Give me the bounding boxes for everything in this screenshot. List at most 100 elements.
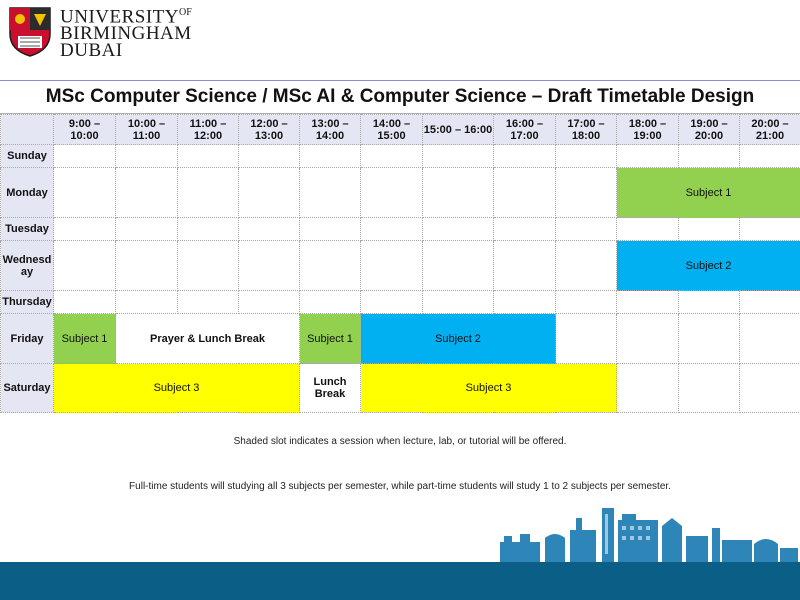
slot-cell xyxy=(678,363,740,413)
slot-cell xyxy=(177,290,239,314)
time-header: 11:00 – 12:00 xyxy=(177,114,239,145)
slot-cell xyxy=(177,240,239,291)
slot-cell xyxy=(422,144,494,168)
slot-cell xyxy=(493,290,556,314)
slot-cell xyxy=(177,144,239,168)
slot-cell xyxy=(53,240,116,291)
day-row-thursday: Thursday xyxy=(0,290,800,314)
slot-cell xyxy=(238,144,300,168)
day-label: Monday xyxy=(0,167,54,218)
slot-cell xyxy=(238,240,300,291)
slot-cell xyxy=(493,217,556,241)
time-header: 12:00 – 13:00 xyxy=(238,114,300,145)
time-header: 15:00 – 16:00 xyxy=(422,114,494,145)
slot-cell xyxy=(238,217,300,241)
time-header: 10:00 – 11:00 xyxy=(115,114,178,145)
birmingham-skyline-icon xyxy=(500,508,798,562)
slot-cell xyxy=(678,144,740,168)
slot-cell xyxy=(422,217,494,241)
session-subject-2: Subject 2 xyxy=(616,240,800,291)
lunch-break: Lunch Break xyxy=(299,363,361,413)
session-subject-3: Subject 3 xyxy=(360,363,617,413)
day-row-wednesday: Wednesd ay Subject 2 xyxy=(0,240,800,291)
university-logo: UNIVERSITYOF BIRMINGHAM DUBAI xyxy=(8,4,208,62)
session-subject-1: Subject 1 xyxy=(53,313,116,364)
slot-cell xyxy=(678,290,740,314)
slot-cell xyxy=(616,313,679,364)
time-header: 16:00 – 17:00 xyxy=(493,114,556,145)
slot-cell xyxy=(360,144,423,168)
session-subject-1: Subject 1 xyxy=(616,167,800,218)
slot-cell xyxy=(177,167,239,218)
university-crest-icon xyxy=(9,7,51,57)
slot-cell xyxy=(115,290,178,314)
slot-cell xyxy=(493,167,556,218)
session-subject-3: Subject 3 xyxy=(53,363,300,413)
day-label: Friday xyxy=(0,313,54,364)
slot-cell xyxy=(422,290,494,314)
prayer-lunch-break: Prayer & Lunch Break xyxy=(115,313,300,364)
slot-cell xyxy=(53,290,116,314)
slot-cell xyxy=(555,217,617,241)
slot-cell xyxy=(238,167,300,218)
slot-cell xyxy=(238,290,300,314)
day-row-saturday: Saturday Subject 3 Lunch Break Subject 3 xyxy=(0,363,800,413)
slot-cell xyxy=(115,167,178,218)
slot-cell xyxy=(616,363,679,413)
slot-cell xyxy=(616,144,679,168)
day-label: Sunday xyxy=(0,144,54,168)
slot-cell xyxy=(177,217,239,241)
slot-cell xyxy=(299,217,361,241)
slot-cell xyxy=(678,217,740,241)
slot-cell xyxy=(616,290,679,314)
slot-cell xyxy=(360,290,423,314)
slot-cell xyxy=(299,240,361,291)
corner-cell xyxy=(0,114,54,145)
time-header: 9:00 – 10:00 xyxy=(53,114,116,145)
time-header: 14:00 – 15:00 xyxy=(360,114,423,145)
day-row-monday: Monday Subject 1 xyxy=(0,167,800,218)
day-row-friday: Friday Subject 1 Prayer & Lunch Break Su… xyxy=(0,313,800,364)
timetable-title: MSc Computer Science / MSc AI & Computer… xyxy=(0,80,800,114)
slot-cell xyxy=(678,313,740,364)
slot-cell xyxy=(299,144,361,168)
slot-cell xyxy=(299,290,361,314)
slot-cell xyxy=(115,240,178,291)
day-label: Thursday xyxy=(0,290,54,314)
slot-cell xyxy=(299,167,361,218)
slot-cell xyxy=(739,290,800,314)
header-row: 9:00 – 10:00 10:00 – 11:00 11:00 – 12:00… xyxy=(0,114,800,145)
slot-cell xyxy=(739,144,800,168)
slot-cell xyxy=(739,363,800,413)
time-header: 19:00 – 20:00 xyxy=(678,114,740,145)
slot-cell xyxy=(555,290,617,314)
university-name: UNIVERSITYOF BIRMINGHAM DUBAI xyxy=(60,6,192,62)
slot-cell xyxy=(53,144,116,168)
slot-cell xyxy=(360,167,423,218)
footer-band xyxy=(0,562,800,600)
slot-cell xyxy=(53,167,116,218)
slot-cell xyxy=(493,144,556,168)
timetable: 9:00 – 10:00 10:00 – 11:00 11:00 – 12:00… xyxy=(0,114,800,413)
shading-note: Shaded slot indicates a session when lec… xyxy=(233,436,567,447)
slot-cell xyxy=(115,144,178,168)
students-note: Full-time students will studying all 3 s… xyxy=(129,481,671,492)
slot-cell xyxy=(739,217,800,241)
slot-cell xyxy=(555,240,617,291)
slot-cell xyxy=(53,217,116,241)
day-label: Tuesday xyxy=(0,217,54,241)
time-header: 17:00 – 18:00 xyxy=(555,114,617,145)
slot-cell xyxy=(616,217,679,241)
slot-cell xyxy=(360,217,423,241)
day-label: Saturday xyxy=(0,363,54,413)
session-subject-2: Subject 2 xyxy=(360,313,556,364)
time-header: 18:00 – 19:00 xyxy=(616,114,679,145)
session-subject-1: Subject 1 xyxy=(299,313,361,364)
time-header: 13:00 – 14:00 xyxy=(299,114,361,145)
slot-cell xyxy=(422,167,494,218)
slot-cell xyxy=(555,167,617,218)
slot-cell xyxy=(555,144,617,168)
day-label: Wednesd ay xyxy=(0,240,54,291)
slot-cell xyxy=(115,217,178,241)
slot-cell xyxy=(555,313,617,364)
